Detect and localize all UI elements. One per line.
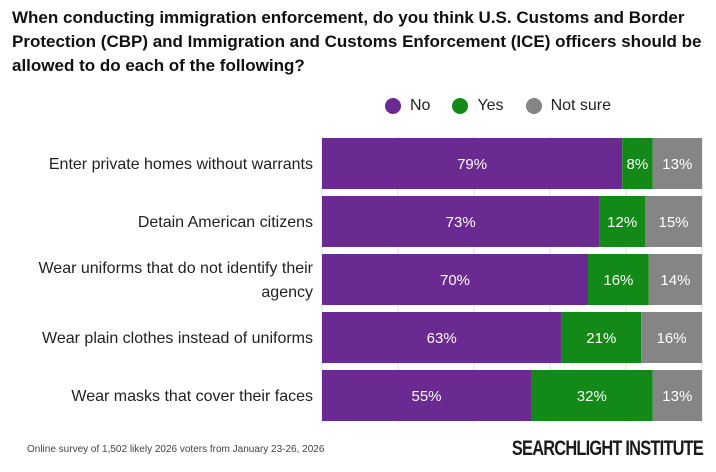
legend-swatch	[525, 98, 542, 114]
data-label: 55%	[411, 388, 441, 405]
data-label: 12%	[607, 214, 637, 231]
legend-item-no: No	[385, 97, 430, 115]
bar-not-sure	[648, 254, 702, 305]
data-label: 21%	[586, 330, 616, 347]
bar-yes	[588, 254, 649, 305]
category-label: Enter private homes without warrants	[49, 156, 313, 173]
data-label: 63%	[427, 330, 457, 347]
bar-no	[322, 196, 600, 247]
legend-swatch	[385, 98, 401, 114]
chart-title: When conducting immigration enforcement,…	[12, 8, 702, 75]
bar-yes	[599, 196, 645, 247]
bar-no	[322, 254, 588, 305]
data-label: 14%	[660, 272, 690, 289]
bar-yes	[622, 138, 653, 189]
category-label: Wear masks that cover their faces	[71, 388, 313, 405]
bar-not-sure	[652, 138, 702, 189]
footnote: Online survey of 1,502 likely 2026 voter…	[27, 444, 325, 455]
bar-no	[322, 312, 562, 363]
legend-swatch	[452, 98, 469, 114]
data-label: 8%	[627, 156, 649, 173]
data-label: 73%	[446, 214, 476, 231]
legend-label: No	[410, 97, 431, 114]
bar-no	[322, 138, 623, 189]
legend-item-not-sure: Not sure	[525, 97, 612, 115]
data-label: 32%	[577, 388, 607, 405]
legend: No Yes Not sure	[385, 97, 611, 115]
bar-not-sure	[641, 312, 702, 363]
category-label: Wear uniforms that do not identify their	[38, 260, 313, 277]
data-label: 70%	[440, 272, 470, 289]
bar-no	[322, 370, 531, 421]
legend-label: Yes	[477, 97, 504, 114]
data-label: 13%	[662, 156, 692, 173]
legend-item-yes: Yes	[452, 97, 504, 115]
logo: SEARCHLIGHT INSTITUTE	[511, 437, 704, 460]
data-label: 13%	[662, 388, 692, 405]
bar-yes	[561, 312, 642, 363]
data-label: 16%	[603, 272, 633, 289]
data-label: 15%	[658, 214, 688, 231]
legend-label: Not sure	[550, 97, 612, 114]
category-label: agency	[261, 284, 313, 301]
bar-not-sure	[652, 370, 702, 421]
category-label: Wear plain clothes instead of uniforms	[42, 330, 313, 347]
data-label: 16%	[657, 330, 687, 347]
data-label: 79%	[457, 156, 487, 173]
category-label: Detain American citizens	[138, 214, 313, 231]
bar-yes	[531, 370, 653, 421]
bar-not-sure	[645, 196, 702, 247]
